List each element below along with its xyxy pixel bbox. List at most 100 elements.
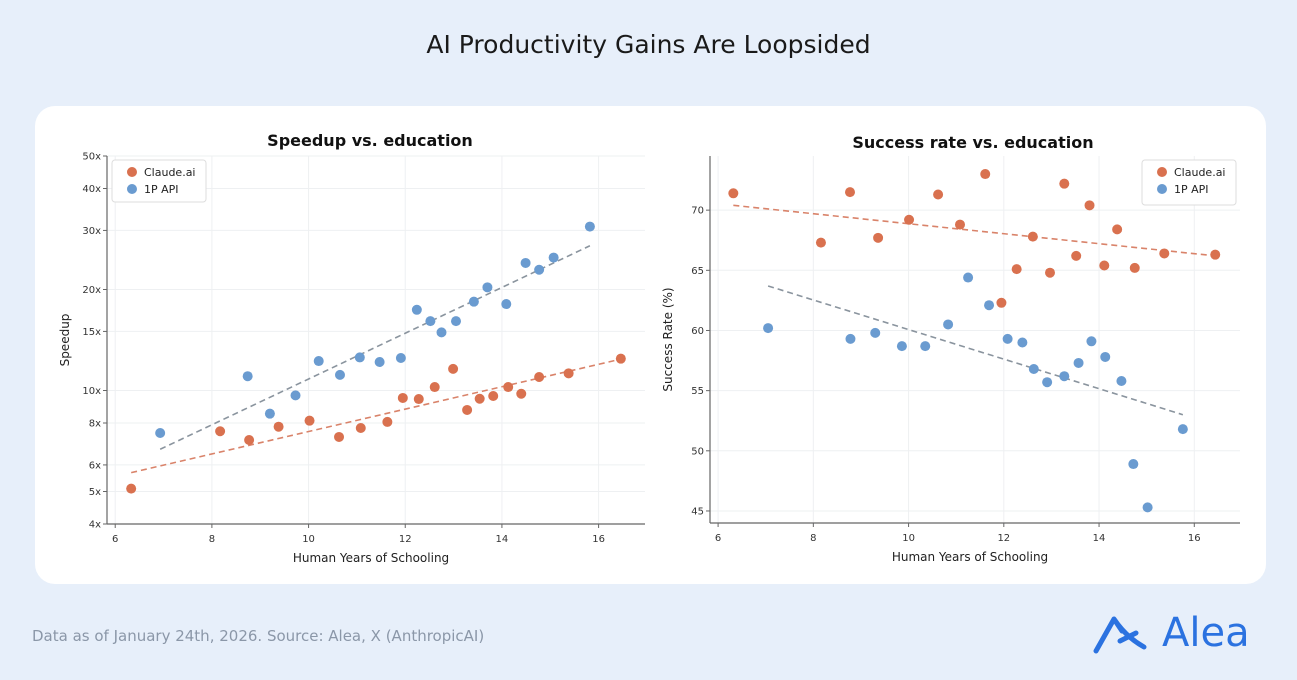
data-point-api (763, 323, 774, 334)
data-point-claude (1210, 249, 1221, 260)
data-point-api (943, 319, 954, 330)
data-point-api (290, 390, 301, 401)
data-point-api (501, 299, 512, 310)
data-point-api (155, 427, 166, 438)
data-point-claude (1099, 260, 1110, 271)
data-point-claude (488, 390, 499, 401)
y-tick-label: 55 (691, 386, 704, 397)
x-tick-label: 12 (997, 533, 1010, 544)
data-point-api (354, 352, 365, 363)
data-point-api (1116, 376, 1127, 387)
legend-label: 1P API (1174, 183, 1209, 196)
legend-marker (127, 184, 137, 194)
data-point-api (1002, 333, 1013, 344)
data-point-claude (503, 382, 514, 393)
y-tick-label: 40x (82, 184, 101, 195)
y-tick-label: 8x (89, 419, 101, 430)
data-point-claude (980, 169, 991, 180)
data-point-claude (1071, 250, 1082, 261)
data-point-api (584, 221, 595, 232)
data-point-api (896, 341, 907, 352)
x-tick-label: 10 (302, 534, 315, 545)
data-point-claude (1084, 200, 1095, 211)
data-point-api (845, 333, 856, 344)
data-point-api (411, 304, 422, 315)
data-point-claude (563, 368, 574, 379)
data-point-api (334, 369, 345, 380)
data-point-claude (462, 404, 473, 415)
data-point-api (1042, 377, 1053, 388)
page-title: AI Productivity Gains Are Loopsided (426, 30, 871, 59)
y-tick-label: 15x (82, 327, 101, 338)
data-point-claude (448, 363, 459, 374)
x-tick-label: 8 (209, 534, 215, 545)
data-point-claude (413, 394, 424, 405)
data-point-claude (244, 434, 255, 445)
x-tick-label: 6 (112, 534, 118, 545)
data-point-api (313, 356, 324, 367)
x-tick-label: 8 (810, 533, 816, 544)
data-point-claude (873, 232, 884, 243)
y-tick-label: 65 (691, 266, 704, 277)
data-point-api (1059, 371, 1070, 382)
data-point-api (870, 327, 881, 338)
data-point-api (1142, 502, 1153, 513)
data-point-claude (1011, 264, 1022, 275)
y-tick-label: 6x (89, 460, 101, 471)
data-point-api (1086, 336, 1097, 347)
y-tick-label: 50x (82, 152, 101, 163)
data-point-api (520, 257, 531, 268)
x-tick-label: 6 (715, 533, 721, 544)
data-point-api (1073, 357, 1084, 368)
alea-logo: Alea (1092, 610, 1250, 656)
logo-text: Alea (1162, 610, 1250, 656)
y-tick-label: 60 (691, 326, 704, 337)
data-point-claude (397, 392, 408, 403)
legend-label: 1P API (144, 183, 179, 196)
data-point-api (374, 357, 385, 368)
source-note: Data as of January 24th, 2026. Source: A… (32, 627, 485, 645)
x-tick-label: 10 (902, 533, 915, 544)
data-point-claude (273, 421, 284, 432)
data-point-claude (1059, 178, 1070, 189)
alea-logo-icon (1093, 616, 1147, 654)
data-point-claude (615, 353, 626, 364)
x-tick-label: 14 (1093, 533, 1106, 544)
data-point-api (548, 252, 559, 263)
chart-title: Success rate vs. education (852, 133, 1093, 152)
y-tick-label: 45 (691, 506, 704, 517)
legend-label: Claude.ai (1174, 166, 1226, 179)
data-point-api (534, 264, 545, 275)
data-point-claude (728, 188, 739, 199)
data-point-api (482, 282, 493, 293)
data-point-api (242, 371, 253, 382)
y-axis-label: Success Rate (%) (661, 287, 675, 391)
data-point-claude (1129, 262, 1140, 273)
data-point-claude (334, 431, 345, 442)
data-point-claude (1112, 224, 1123, 235)
data-point-claude (933, 189, 944, 200)
data-point-api (468, 296, 479, 307)
legend-marker (1157, 184, 1167, 194)
y-tick-label: 30x (82, 226, 101, 237)
data-point-claude (1045, 267, 1055, 278)
data-point-claude (382, 416, 393, 427)
legend-marker (1157, 167, 1167, 177)
data-point-api (1100, 351, 1111, 362)
chart-title: Speedup vs. education (267, 131, 473, 150)
data-point-claude (516, 388, 527, 399)
data-point-api (920, 341, 931, 352)
data-point-claude (955, 219, 965, 230)
legend-label: Claude.ai (144, 166, 196, 179)
data-point-api (450, 316, 461, 327)
x-tick-label: 16 (1188, 533, 1201, 544)
data-point-api (1177, 424, 1188, 435)
data-point-api (264, 408, 275, 419)
data-point-claude (815, 237, 826, 248)
data-point-api (425, 316, 436, 327)
data-point-claude (845, 187, 855, 198)
trend-line-claude (733, 204, 1216, 257)
data-point-api (1128, 459, 1139, 470)
data-point-api (436, 327, 447, 338)
